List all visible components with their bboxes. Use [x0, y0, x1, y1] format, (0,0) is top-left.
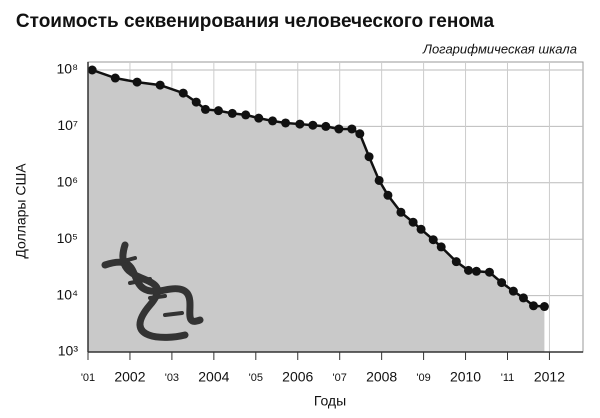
point — [471, 266, 481, 276]
dna-icon — [101, 241, 204, 341]
point — [347, 124, 357, 134]
point — [428, 235, 438, 245]
x-tick-label: '09 — [416, 372, 430, 384]
y-axis-label: Доллары США — [13, 163, 29, 259]
point — [374, 175, 384, 185]
chart-title: Стоимость секвенирования человеческого г… — [16, 11, 495, 32]
point — [508, 286, 518, 296]
x-tick-label: '07 — [333, 372, 347, 384]
x-tick-label: '05 — [249, 372, 263, 384]
point — [241, 110, 251, 120]
helix-strand — [119, 241, 189, 341]
helix-rungs — [118, 256, 184, 317]
point — [281, 118, 291, 128]
point — [518, 293, 528, 303]
point — [539, 302, 549, 312]
point — [364, 152, 374, 162]
area — [88, 70, 545, 352]
point — [200, 104, 210, 114]
point — [87, 65, 97, 75]
x-tick-label: 2006 — [282, 369, 313, 385]
point — [497, 278, 507, 288]
point — [227, 108, 237, 118]
chart-subtitle: Логарифмическая шкала — [422, 41, 577, 56]
point — [408, 217, 418, 227]
point — [254, 113, 264, 123]
point — [416, 224, 426, 234]
point — [132, 77, 142, 87]
point — [213, 106, 223, 116]
point — [268, 116, 278, 126]
y-tick-label: 10⁵ — [57, 230, 78, 246]
x-tick-label: 2002 — [114, 369, 145, 385]
point — [191, 97, 201, 107]
point — [155, 80, 165, 90]
x-tick-label: 2004 — [198, 369, 229, 385]
point — [334, 124, 344, 134]
point — [451, 257, 461, 267]
x-tick-label: '03 — [165, 372, 179, 384]
point — [308, 120, 318, 130]
y-tick-label: 10⁴ — [56, 286, 78, 302]
point — [529, 301, 538, 311]
x-tick-label: '01 — [81, 372, 95, 384]
x-tick-label: '11 — [501, 372, 515, 384]
point — [355, 129, 365, 139]
x-tick-label: 2012 — [534, 369, 565, 385]
point — [178, 88, 188, 98]
x-tick-label: 2008 — [366, 369, 397, 385]
point — [436, 242, 446, 252]
point — [484, 267, 494, 277]
point — [383, 190, 393, 200]
y-tick-label: 10⁸ — [57, 61, 79, 77]
x-axis-label: Годы — [314, 393, 346, 409]
y-tick-label: 10⁷ — [57, 117, 78, 133]
point — [295, 119, 305, 129]
y-tick-label: 10⁶ — [57, 174, 78, 190]
plot-area: 10³ 10⁴ 10⁵ 10⁶ 10⁷ 10⁸ '01 2002 '03 2004 '05 2006 '… — [56, 61, 584, 385]
point — [463, 265, 473, 275]
point — [396, 207, 406, 217]
y-tick-label: 10³ — [58, 343, 79, 359]
point — [110, 73, 120, 83]
point — [321, 121, 331, 131]
x-tick-label: 2010 — [450, 369, 481, 385]
